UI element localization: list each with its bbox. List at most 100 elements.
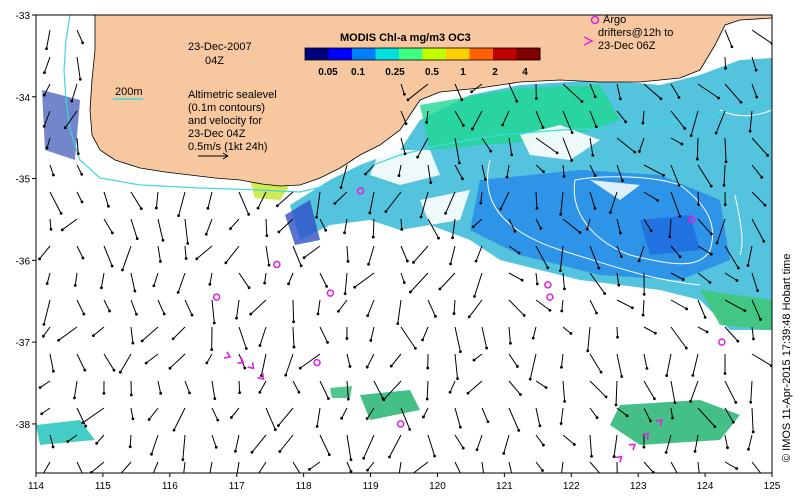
velocity-arrow-head xyxy=(118,370,122,374)
velocity-arrow xyxy=(49,191,62,214)
velocity-arrow xyxy=(508,353,518,367)
velocity-arrow-head xyxy=(284,373,288,377)
velocity-arrow-head xyxy=(560,309,564,313)
velocity-arrow xyxy=(562,272,565,289)
velocity-arrow xyxy=(751,299,761,320)
velocity-arrow xyxy=(412,461,429,473)
velocity-arrow xyxy=(529,353,537,380)
velocity-arrow xyxy=(481,164,486,180)
velocity-arrow-head xyxy=(649,419,652,423)
velocity-arrow-head xyxy=(181,458,185,462)
velocity-arrow xyxy=(616,326,619,338)
velocity-arrow xyxy=(366,353,375,368)
velocity-arrow-head xyxy=(365,417,369,420)
velocity-arrow xyxy=(67,434,78,442)
velocity-arrow-head xyxy=(645,367,649,370)
velocity-arrow xyxy=(397,299,402,324)
velocity-arrow-head xyxy=(747,447,750,451)
velocity-arrow xyxy=(43,83,51,96)
velocity-arrow-head xyxy=(548,308,552,312)
velocity-arrow xyxy=(182,434,186,460)
velocity-arrow-head xyxy=(316,312,320,316)
velocity-arrow-head xyxy=(681,278,685,281)
velocity-arrow xyxy=(129,434,132,447)
velocity-arrow xyxy=(589,299,597,314)
velocity-arrow xyxy=(76,407,87,427)
velocity-arrow xyxy=(749,110,753,132)
velocity-arrow-head xyxy=(78,77,82,81)
velocity-arrow xyxy=(506,164,510,178)
velocity-arrow-head xyxy=(472,358,476,362)
velocity-arrow xyxy=(724,56,727,69)
velocity-arrow xyxy=(420,191,429,218)
velocity-arrow-head xyxy=(471,127,474,131)
velocity-arrow xyxy=(426,380,429,400)
velocity-arrow xyxy=(751,83,758,98)
velocity-arrow xyxy=(535,191,538,209)
velocity-arrow-head xyxy=(45,282,49,285)
velocity-arrow xyxy=(400,326,416,349)
velocity-arrow xyxy=(616,110,627,123)
velocity-arrow-head xyxy=(535,206,539,210)
date-line1: 23-Dec-2007 xyxy=(188,41,252,53)
velocity-arrow xyxy=(615,380,618,405)
velocity-arrow-head xyxy=(172,428,176,432)
velocity-arrow-head xyxy=(541,443,545,447)
velocity-arrow xyxy=(562,326,572,334)
velocity-arrow xyxy=(365,164,375,175)
velocity-arrow-head xyxy=(247,286,251,290)
velocity-arrow-head xyxy=(746,264,750,267)
velocity-arrow-head xyxy=(460,98,464,102)
velocity-arrow-head xyxy=(315,215,319,219)
velocity-arrow xyxy=(454,434,464,449)
velocity-arrow-head xyxy=(522,314,526,317)
velocity-arrow-head xyxy=(100,286,103,290)
velocity-arrow-head xyxy=(346,397,350,401)
velocity-arrow-head xyxy=(734,401,738,404)
argo-note-2: drifters@12h to xyxy=(598,27,673,39)
y-axis: -33 -34 -35 -36 -37 -38 xyxy=(16,11,36,431)
velocity-arrow xyxy=(508,83,518,102)
velocity-arrow-head xyxy=(229,227,232,230)
velocity-arrow-head xyxy=(161,238,165,242)
velocity-arrow-head xyxy=(327,397,330,400)
velocity-arrow-head xyxy=(736,266,740,270)
velocity-arrow xyxy=(609,191,618,213)
velocity-arrow xyxy=(346,434,352,460)
velocity-arrow xyxy=(669,218,672,237)
velocity-arrow-head xyxy=(367,262,370,266)
velocity-arrow-head xyxy=(250,450,254,454)
velocity-arrow xyxy=(503,434,510,454)
velocity-arrow xyxy=(319,218,327,231)
velocity-arrow-head xyxy=(277,230,281,234)
x-tick-label: 114 xyxy=(28,481,44,492)
velocity-arrow xyxy=(292,299,295,322)
velocity-arrow-head xyxy=(762,239,766,243)
velocity-arrow xyxy=(751,326,754,339)
velocity-arrow xyxy=(508,407,520,431)
velocity-arrow-head xyxy=(754,68,758,72)
velocity-arrow xyxy=(76,137,79,154)
drifter-marker xyxy=(642,432,650,440)
velocity-arrow xyxy=(341,407,348,419)
velocity-arrow xyxy=(172,326,186,340)
velocity-arrow xyxy=(76,461,83,473)
velocity-arrow xyxy=(130,407,134,419)
velocity-arrow-head xyxy=(722,183,726,187)
velocity-arrow-head xyxy=(542,170,545,174)
velocity-arrow-head xyxy=(531,336,535,340)
velocity-arrow-head xyxy=(637,150,641,153)
velocity-arrow xyxy=(560,353,564,368)
velocity-arrow-head xyxy=(735,279,739,282)
velocity-arrow xyxy=(665,434,672,453)
velocity-arrow xyxy=(616,218,621,234)
velocity-arrow xyxy=(177,272,186,293)
x-tick-label: 123 xyxy=(630,481,647,492)
velocity-arrow-head xyxy=(595,416,599,420)
velocity-arrow xyxy=(354,272,375,288)
velocity-arrow xyxy=(319,434,330,455)
velocity-arrow-head xyxy=(251,482,254,485)
velocity-arrow-head xyxy=(709,252,713,256)
velocity-arrow-head xyxy=(51,369,55,373)
velocity-arrow xyxy=(303,245,321,259)
